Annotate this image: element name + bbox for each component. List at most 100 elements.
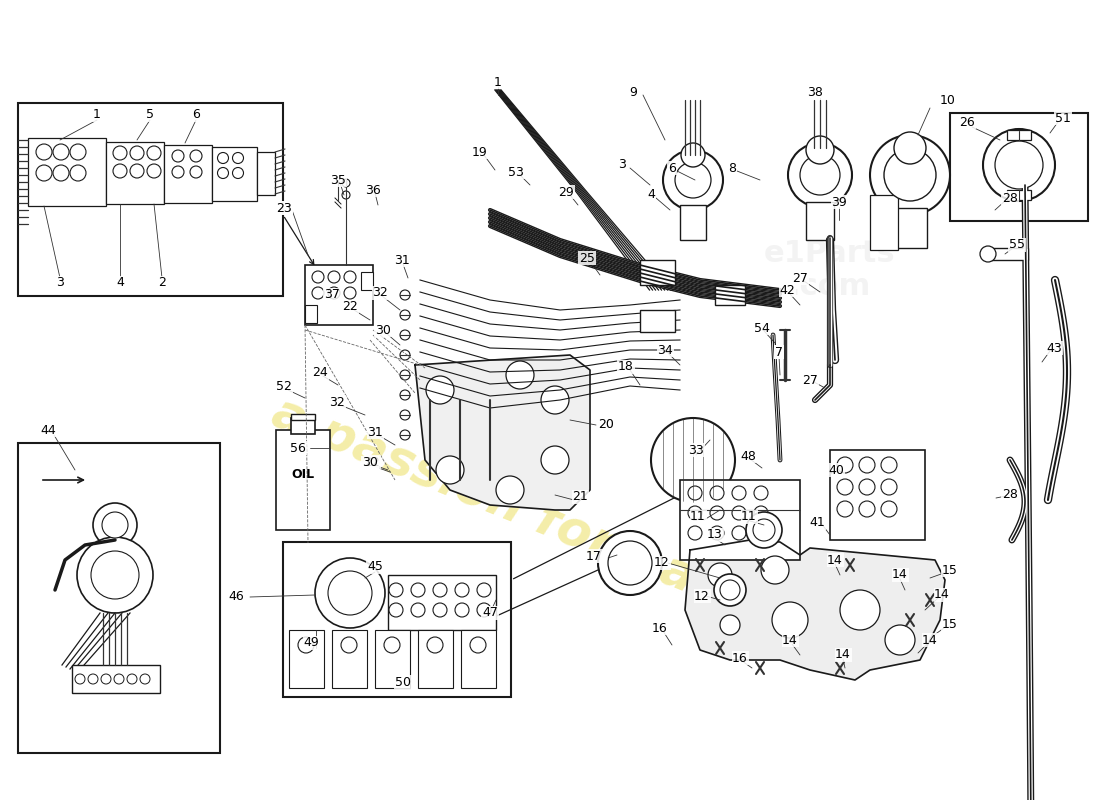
Text: 32: 32 [329, 395, 345, 409]
Circle shape [75, 674, 85, 684]
Bar [893, 208, 927, 248]
Text: 24: 24 [312, 366, 328, 379]
Text: 44: 44 [40, 423, 56, 437]
Circle shape [788, 143, 853, 207]
Text: 2: 2 [158, 277, 166, 290]
Text: 11: 11 [690, 510, 706, 523]
Circle shape [881, 501, 896, 517]
Circle shape [800, 155, 840, 195]
Circle shape [837, 501, 852, 517]
Circle shape [190, 150, 202, 162]
Circle shape [894, 132, 926, 164]
Text: 52: 52 [276, 381, 292, 394]
Circle shape [113, 146, 127, 160]
Circle shape [688, 486, 702, 500]
Bar [680, 480, 800, 560]
Circle shape [732, 486, 746, 500]
Text: 46: 46 [228, 590, 244, 603]
Bar [418, 630, 453, 688]
Circle shape [859, 501, 874, 517]
Circle shape [36, 144, 52, 160]
Circle shape [147, 146, 161, 160]
Circle shape [608, 541, 652, 585]
Circle shape [477, 583, 491, 597]
Text: 22: 22 [364, 455, 380, 469]
Circle shape [754, 519, 776, 541]
Text: 36: 36 [365, 183, 381, 197]
Bar [640, 260, 675, 285]
Text: 41: 41 [810, 517, 825, 530]
Circle shape [400, 330, 410, 340]
Circle shape [688, 526, 702, 540]
Circle shape [455, 603, 469, 617]
Circle shape [172, 166, 184, 178]
Bar [212, 147, 257, 201]
Circle shape [218, 167, 229, 178]
Circle shape [720, 615, 740, 635]
Circle shape [681, 143, 705, 167]
Text: 32: 32 [372, 286, 388, 299]
Text: e1Parts
.com: e1Parts .com [764, 238, 895, 302]
Text: 17: 17 [586, 550, 602, 562]
Text: 27: 27 [802, 374, 818, 386]
Circle shape [881, 479, 896, 495]
Text: 8: 8 [728, 162, 736, 174]
Text: 1: 1 [494, 75, 502, 89]
Text: 10: 10 [940, 94, 956, 106]
Bar [305, 305, 317, 323]
Circle shape [496, 476, 524, 504]
Circle shape [232, 153, 243, 163]
Text: 31: 31 [394, 254, 410, 266]
Circle shape [298, 637, 314, 653]
Circle shape [113, 164, 127, 178]
Bar [72, 665, 160, 693]
Text: 1: 1 [94, 109, 101, 122]
Text: 30: 30 [362, 457, 378, 470]
Text: 16: 16 [652, 622, 668, 634]
Text: 37: 37 [324, 289, 340, 302]
Text: 14: 14 [892, 569, 907, 582]
Text: 23: 23 [276, 202, 292, 214]
Text: 49: 49 [304, 637, 319, 650]
Text: 27: 27 [792, 271, 807, 285]
Text: 48: 48 [740, 450, 756, 462]
Circle shape [400, 410, 410, 420]
Text: 25: 25 [579, 251, 595, 265]
Circle shape [315, 558, 385, 628]
Bar [292, 414, 315, 420]
Text: 14: 14 [782, 634, 797, 646]
Text: 19: 19 [472, 146, 488, 158]
Circle shape [147, 164, 161, 178]
Bar [715, 285, 745, 305]
Bar [950, 113, 1088, 221]
Text: 15: 15 [942, 618, 958, 631]
Text: 42: 42 [779, 283, 795, 297]
Circle shape [232, 167, 243, 178]
Circle shape [328, 271, 340, 283]
Bar [1006, 190, 1031, 200]
Text: 43: 43 [1046, 342, 1062, 354]
Circle shape [341, 637, 358, 653]
Text: 4: 4 [647, 189, 654, 202]
Bar [106, 142, 164, 204]
Circle shape [384, 637, 400, 653]
Text: 3: 3 [56, 277, 64, 290]
Circle shape [837, 457, 852, 473]
Circle shape [870, 135, 950, 215]
Text: 50: 50 [395, 675, 411, 689]
Bar [1006, 130, 1031, 140]
Circle shape [172, 150, 184, 162]
Text: 3: 3 [618, 158, 626, 171]
Circle shape [506, 361, 534, 389]
Bar [289, 630, 324, 688]
Circle shape [761, 556, 789, 584]
Text: 54: 54 [755, 322, 770, 334]
Circle shape [754, 486, 768, 500]
Text: 20: 20 [598, 418, 614, 431]
Circle shape [53, 144, 69, 160]
Circle shape [772, 602, 808, 638]
Circle shape [754, 526, 768, 540]
Circle shape [94, 503, 138, 547]
Text: 15: 15 [942, 563, 958, 577]
Circle shape [688, 506, 702, 520]
